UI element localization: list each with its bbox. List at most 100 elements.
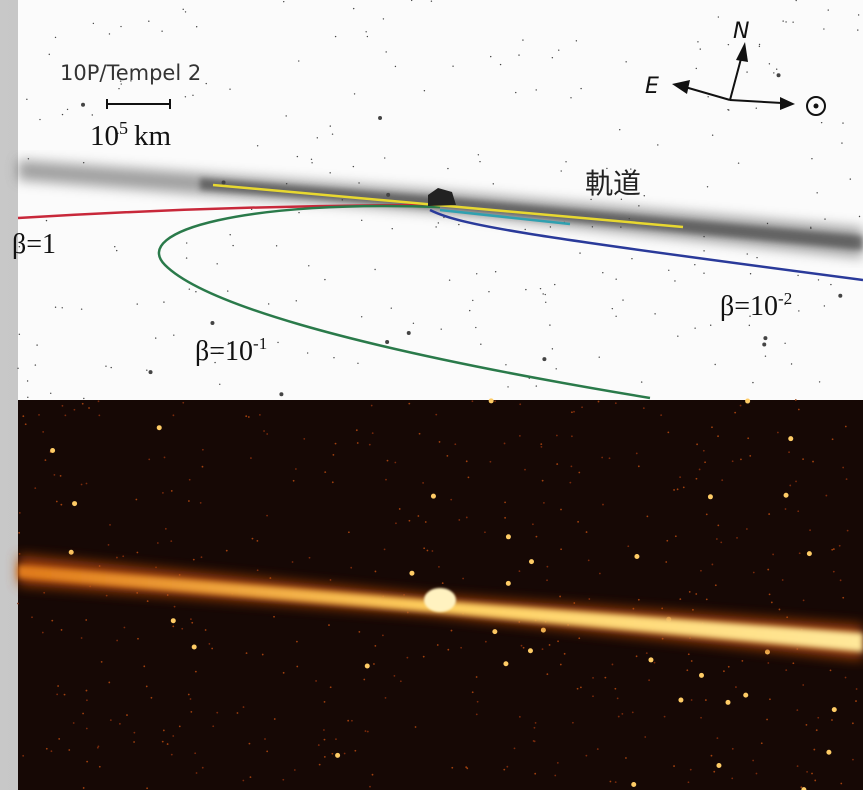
star — [586, 531, 588, 533]
star — [155, 337, 156, 338]
star — [618, 716, 620, 718]
star — [852, 722, 854, 724]
star — [311, 162, 312, 163]
star — [447, 649, 449, 651]
star — [735, 686, 737, 688]
star — [330, 686, 332, 688]
star — [620, 226, 621, 227]
star — [856, 688, 858, 690]
star — [612, 308, 613, 309]
star — [442, 582, 444, 584]
star — [82, 713, 84, 715]
scale-base: 10 — [90, 120, 119, 152]
star — [170, 540, 172, 542]
star — [385, 479, 387, 481]
star — [674, 280, 675, 281]
star — [625, 61, 626, 62]
star — [308, 265, 309, 266]
star — [773, 72, 774, 73]
star — [86, 483, 88, 485]
star — [631, 258, 632, 259]
star — [797, 510, 799, 512]
star — [297, 156, 298, 157]
star — [192, 95, 193, 96]
star — [257, 145, 258, 146]
star — [55, 37, 56, 38]
star — [728, 666, 730, 668]
star — [19, 553, 21, 555]
star — [311, 159, 312, 160]
star — [514, 747, 516, 749]
star — [64, 414, 66, 416]
star — [242, 780, 244, 782]
star — [769, 63, 770, 64]
star — [795, 399, 797, 401]
star — [163, 730, 165, 732]
star — [540, 288, 541, 289]
star — [451, 630, 453, 632]
star — [543, 502, 545, 504]
star — [667, 432, 669, 434]
star — [472, 300, 473, 301]
star — [769, 698, 771, 700]
target-name: 10P/Tempel 2 — [60, 61, 201, 85]
star — [136, 552, 138, 554]
star — [57, 685, 59, 687]
star — [188, 694, 190, 696]
star — [552, 348, 553, 349]
star — [638, 205, 639, 206]
star — [114, 246, 115, 247]
star — [802, 684, 804, 686]
star — [466, 767, 468, 769]
star — [782, 579, 784, 581]
star — [560, 548, 562, 550]
star — [715, 584, 717, 586]
star — [22, 415, 24, 417]
star — [683, 486, 685, 488]
star — [700, 570, 702, 572]
star — [38, 414, 40, 416]
star — [614, 688, 616, 690]
star — [621, 713, 623, 715]
star — [598, 401, 600, 403]
star — [797, 765, 799, 767]
star — [173, 414, 175, 416]
star — [332, 133, 333, 134]
star — [171, 490, 173, 492]
star — [564, 653, 566, 655]
star — [323, 729, 325, 731]
star — [525, 289, 526, 290]
star — [660, 414, 662, 416]
star — [147, 600, 149, 602]
star — [826, 750, 831, 755]
star — [561, 170, 562, 171]
star — [550, 226, 551, 227]
star — [324, 279, 325, 280]
star — [472, 400, 474, 402]
star — [438, 222, 439, 223]
star — [298, 212, 299, 213]
star — [557, 762, 559, 764]
star — [449, 279, 450, 280]
star — [529, 559, 534, 564]
star — [615, 781, 617, 783]
star — [631, 782, 636, 787]
star — [435, 414, 437, 416]
star — [585, 755, 587, 757]
star — [720, 541, 722, 543]
star — [335, 753, 340, 758]
star — [86, 728, 88, 730]
star — [17, 603, 19, 605]
star — [259, 414, 261, 416]
star — [602, 504, 604, 506]
star — [717, 435, 719, 437]
star — [191, 622, 193, 624]
star — [858, 14, 859, 15]
star — [31, 616, 33, 618]
star — [534, 740, 536, 742]
star — [385, 697, 387, 699]
star — [319, 764, 321, 766]
star — [202, 767, 204, 769]
star — [172, 625, 174, 627]
star — [475, 327, 476, 328]
